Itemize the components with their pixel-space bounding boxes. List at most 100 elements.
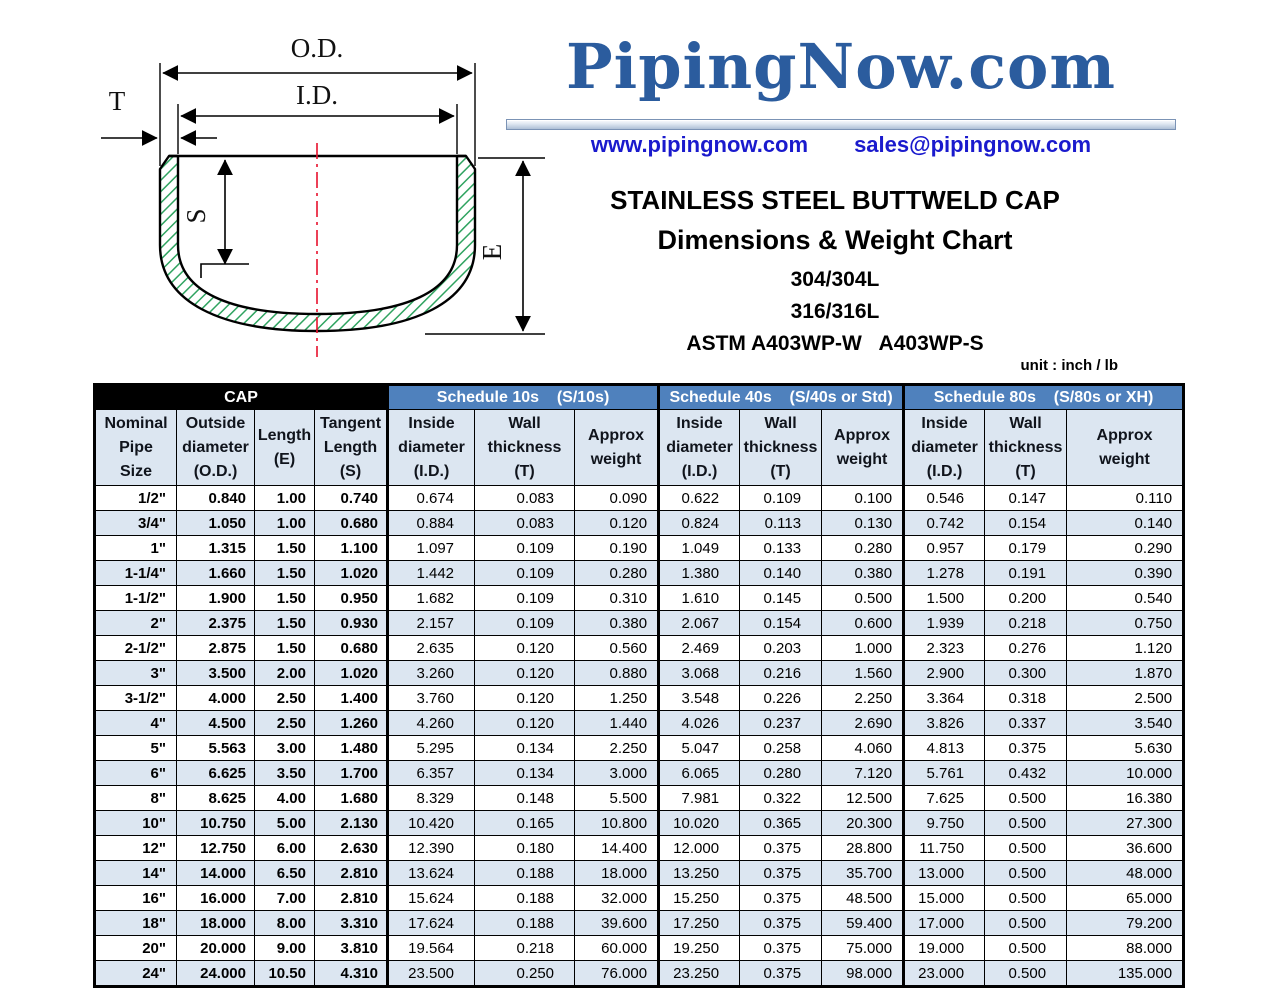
table-cell: 35.700 xyxy=(821,860,905,886)
table-cell: 3.760 xyxy=(386,685,476,711)
table-cell: 1.900 xyxy=(176,585,255,611)
table-cell: 4.260 xyxy=(386,710,476,736)
table-cell: 2.375 xyxy=(176,610,255,636)
brand-divider xyxy=(506,119,1176,130)
table-row: 8" 8.625 4.00 1.680 8.329 0.148 5.500 7.981 0.32… xyxy=(94,785,1185,811)
table-cell: 0.375 xyxy=(739,935,823,961)
table-cell: 18.000 xyxy=(176,910,255,936)
table-cell: 1.020 xyxy=(313,560,389,586)
table-cell: 2.810 xyxy=(313,885,389,911)
table-cell: 0.188 xyxy=(474,860,576,886)
table-cell: 16" xyxy=(94,885,177,911)
table-cell: 0.390 xyxy=(1066,560,1185,586)
table-cell: 8.00 xyxy=(254,910,315,936)
table-cell: 0.109 xyxy=(474,585,576,611)
table-cell: 4.00 xyxy=(254,785,315,811)
table-cell: 0.500 xyxy=(984,860,1068,886)
table-cell: 0.203 xyxy=(739,635,823,661)
table-row: 1-1/2" 1.900 1.50 0.950 1.682 0.109 0.310 1.610… xyxy=(94,585,1185,611)
table-cell: 1.610 xyxy=(657,585,741,611)
table-cell: 19.564 xyxy=(386,935,476,961)
group-header-row: CAP Schedule 10s (S/10s) Schedule 40s (S/4… xyxy=(93,384,1185,410)
table-cell: 0.375 xyxy=(984,735,1068,761)
table-cell: 88.000 xyxy=(1066,935,1185,961)
column-header: Inside diameter (I.D.) xyxy=(386,409,476,486)
table-cell: 2.500 xyxy=(1066,685,1185,711)
table-cell: 17.250 xyxy=(657,910,741,936)
table-cell: 4.000 xyxy=(176,685,255,711)
column-header: Length (E) xyxy=(254,409,315,486)
table-cell: 5.630 xyxy=(1066,735,1185,761)
column-header: Wall thickness (T) xyxy=(984,409,1068,486)
email-link[interactable]: sales@pipingnow.com xyxy=(854,132,1092,157)
table-cell: 16.380 xyxy=(1066,785,1185,811)
column-header: Wall thickness (T) xyxy=(739,409,823,486)
table-cell: 2.50 xyxy=(254,685,315,711)
column-header: Outside diameter (O.D.) xyxy=(176,409,255,486)
table-row: 1/2" 0.840 1.00 0.740 0.674 0.083 0.090 0.622 0.… xyxy=(94,485,1185,511)
table-cell: 0.280 xyxy=(739,760,823,786)
website-link[interactable]: www.pipingnow.com xyxy=(590,132,809,157)
table-cell: 4.026 xyxy=(657,710,741,736)
table-cell: 1.660 xyxy=(176,560,255,586)
table-cell: 2.469 xyxy=(657,635,741,661)
table-cell: 6.50 xyxy=(254,860,315,886)
table-cell: 0.140 xyxy=(1066,510,1185,536)
dim-label-od: O.D. xyxy=(291,33,344,63)
table-cell: 0.083 xyxy=(474,510,576,536)
table-cell: 24" xyxy=(94,960,177,987)
table-row: 3" 3.500 2.00 1.020 3.260 0.120 0.880 3.068 0.21… xyxy=(94,660,1185,686)
table-cell: 8.625 xyxy=(176,785,255,811)
table-cell: 3.540 xyxy=(1066,710,1185,736)
table-cell: 1.50 xyxy=(254,535,315,561)
table-cell: 1.680 xyxy=(313,785,389,811)
table-cell: 0.134 xyxy=(474,735,576,761)
brand-logo: PipingNow.com xyxy=(566,30,1116,103)
table-cell: 3.548 xyxy=(657,685,741,711)
table-cell: 0.318 xyxy=(984,685,1068,711)
table-cell: 2.323 xyxy=(902,635,986,661)
table-cell: 27.300 xyxy=(1066,810,1185,836)
table-cell: 17.624 xyxy=(386,910,476,936)
table-cell: 13.624 xyxy=(386,860,476,886)
table-cell: 1.700 xyxy=(313,760,389,786)
table-cell: 0.218 xyxy=(474,935,576,961)
table-cell: 4.813 xyxy=(902,735,986,761)
table-row: 3-1/2" 4.000 2.50 1.400 3.760 0.120 1.250 3.548… xyxy=(94,685,1185,711)
table-cell: 6.065 xyxy=(657,760,741,786)
column-header: Approx weight xyxy=(1066,409,1185,486)
table-cell: 9.750 xyxy=(902,810,986,836)
table-cell: 0.500 xyxy=(984,910,1068,936)
table-cell: 1.050 xyxy=(176,510,255,536)
table-cell: 1.400 xyxy=(313,685,389,711)
table-cell: 18" xyxy=(94,910,177,936)
group-header-schedule-2: Schedule 40s (S/40s or Std) xyxy=(657,384,905,410)
table-cell: 1.315 xyxy=(176,535,255,561)
table-cell: 98.000 xyxy=(821,960,905,987)
table-cell: 10.000 xyxy=(1066,760,1185,786)
table-cell: 0.120 xyxy=(474,660,576,686)
table-cell: 4.060 xyxy=(821,735,905,761)
table-cell: 7.00 xyxy=(254,885,315,911)
table-row: 3/4" 1.050 1.00 0.680 0.884 0.083 0.120 0.824 0.… xyxy=(94,510,1185,536)
table-cell: 0.500 xyxy=(984,885,1068,911)
table-cell: 14" xyxy=(94,860,177,886)
table-cell: 7.625 xyxy=(902,785,986,811)
table-cell: 9.00 xyxy=(254,935,315,961)
table-cell: 1.939 xyxy=(902,610,986,636)
table-cell: 5.047 xyxy=(657,735,741,761)
table-cell: 1.260 xyxy=(313,710,389,736)
table-cell: 2" xyxy=(94,610,177,636)
column-header: Nominal Pipe Size xyxy=(94,409,177,486)
column-header: Wall thickness (T) xyxy=(474,409,576,486)
table-cell: 0.200 xyxy=(984,585,1068,611)
table-cell: 0.546 xyxy=(902,485,986,511)
table-row: 14" 14.000 6.50 2.810 13.624 0.188 18.000 13.25… xyxy=(94,860,1185,886)
dim-label-id: I.D. xyxy=(296,80,338,110)
table-cell: 1.682 xyxy=(386,585,476,611)
table-cell: 5" xyxy=(94,735,177,761)
table-cell: 0.432 xyxy=(984,760,1068,786)
cap-cross-section-diagram: O.D. I.D. T S E xyxy=(101,33,545,357)
table-cell: 2.130 xyxy=(313,810,389,836)
table-cell: 0.109 xyxy=(739,485,823,511)
